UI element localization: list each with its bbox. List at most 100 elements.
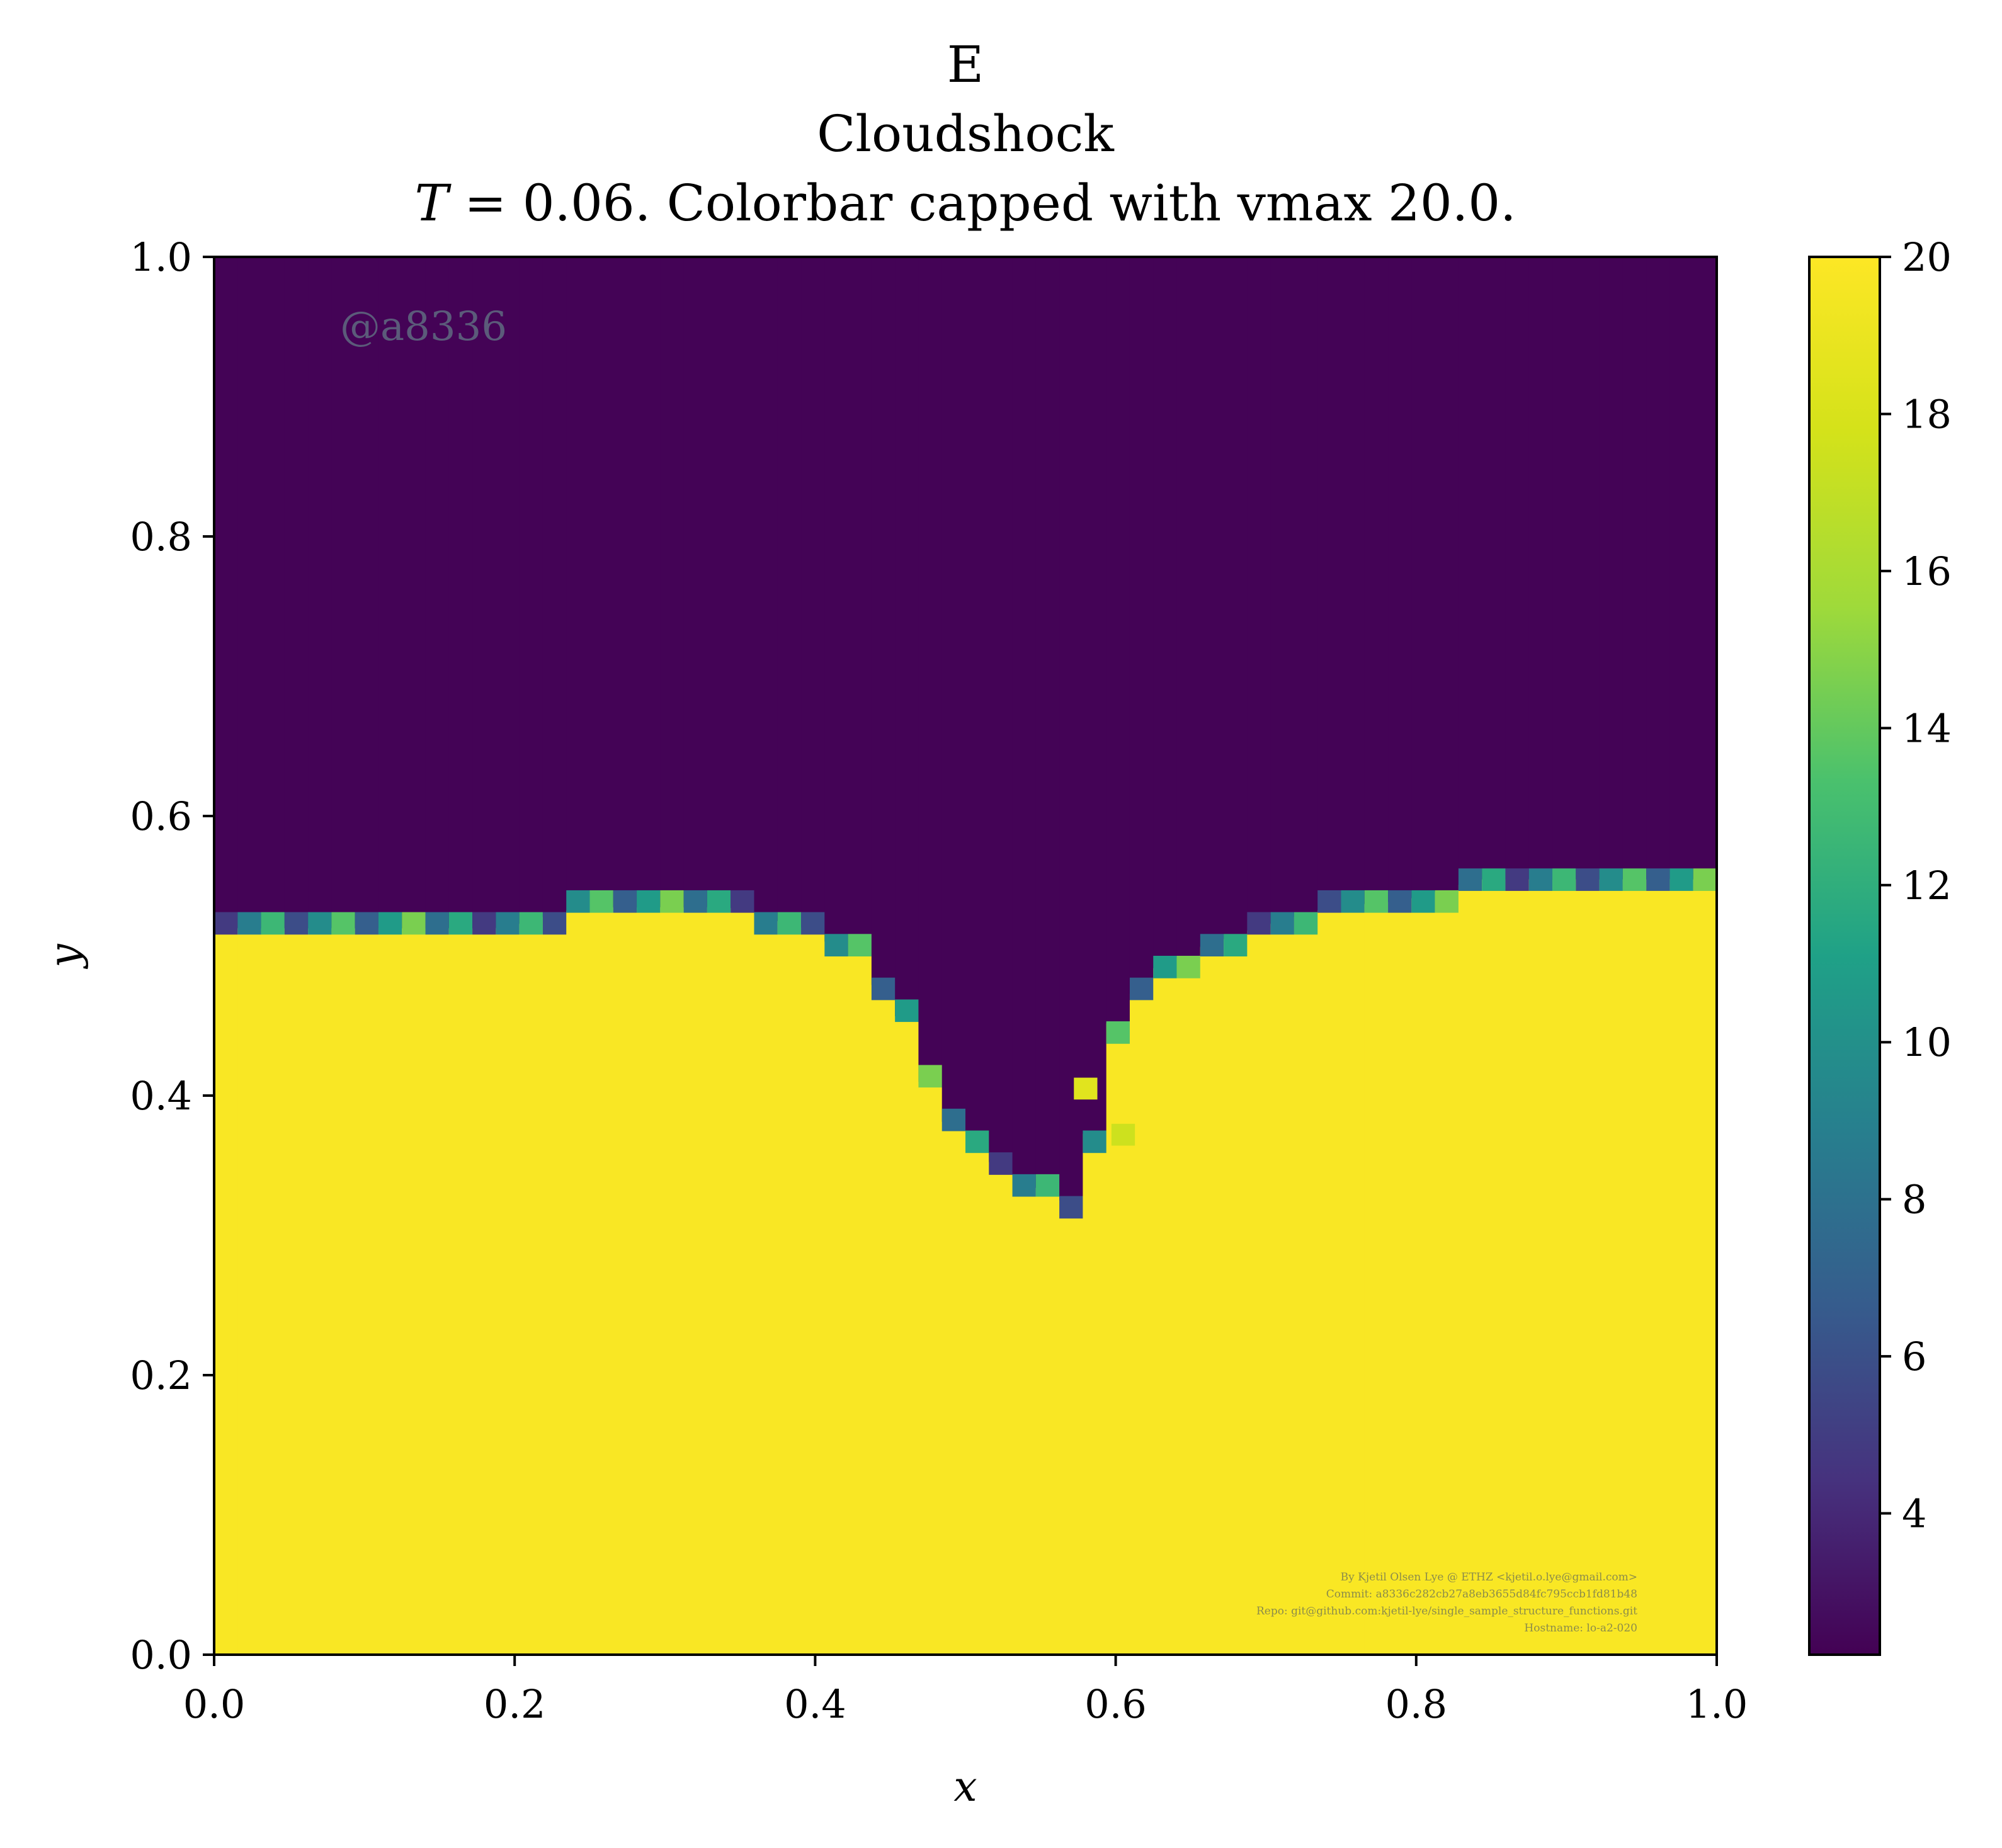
heatmap-transition-cell [1035,1174,1061,1197]
heatmap-transition-cell [683,890,708,913]
heatmap-transition-cell [918,1065,943,1088]
heatmap-cell-low [895,1016,919,1655]
heatmap-cell-low [637,907,661,1655]
heatmap-transition-cell [754,912,778,935]
heatmap-cell-low [1200,946,1225,1655]
heatmap-cell-low [824,941,849,1655]
colorbar-tick-label: 16 [1902,548,1952,594]
heatmap-transition-cell [1224,934,1248,956]
heatmap-transition-cell [472,912,497,935]
heatmap-cell-low [989,1161,1013,1655]
heatmap-cell-high [731,257,755,909]
heatmap-cell-high [1528,257,1554,880]
chart-caption: T = 0.06. Colorbar capped with vmax 20.0… [414,174,1516,232]
heatmap-transition-cell [237,912,262,935]
heatmap-transition-cell [355,912,379,935]
heatmap-transition-cell [613,890,638,913]
heatmap-cell-low [731,907,755,1655]
x-axis-label: x [953,1762,977,1811]
heatmap-cell-high [989,257,1013,1162]
heatmap-cell-high [448,257,474,929]
heatmap-cell-high [660,257,685,908]
colorbar-tick-label: 20 [1902,234,1952,280]
heatmap-transition-cell [848,934,872,956]
y-axis-label: y [40,944,89,970]
heatmap-transition-cell [731,890,755,913]
heatmap-cell-low [284,927,309,1655]
heatmap-transition-cell [519,912,543,935]
heatmap-cell-high [214,257,239,929]
heatmap-cell-high [355,257,379,929]
heatmap-cell-high [1435,257,1459,892]
heatmap-transition-cell [1505,868,1530,891]
heatmap-cell-high [871,257,896,985]
heatmap-cell-high [472,257,497,929]
heatmap-transition-cell [824,934,849,956]
heatmap-cell-low [1106,1023,1130,1655]
heatmap-cell-high [1576,257,1600,880]
heatmap-transition-cell [660,890,685,913]
heatmap-cell-high [1083,257,1107,1135]
credit-line-author: By Kjetil Olsen Lye @ ETHZ <kjetil.o.lye… [1341,1571,1637,1584]
watermark: @a8336 [340,303,507,350]
heatmap-cell-high [496,257,520,929]
x-tick-label: 1.0 [1686,1681,1748,1727]
heatmap-isolated-cell [1074,1077,1098,1100]
heatmap-cell-low [1012,1174,1037,1655]
heatmap-cell-low [1153,968,1178,1655]
colorbar-ticks: 4 6 8 10 12 14 16 18 20 [1880,234,1952,1537]
heatmap-cell-low [1317,910,1342,1655]
heatmap-transition-cell [1341,890,1365,913]
heatmap-transition-cell [214,912,239,935]
heatmap-cell-high [402,257,426,929]
heatmap-cell-high [1341,257,1365,907]
heatmap-cell-low [1224,938,1248,1655]
colorbar-tick-label: 12 [1902,863,1952,909]
heatmap-transition-cell [496,912,520,935]
heatmap-cell-high [1317,257,1342,911]
heatmap-transition-cell [895,999,919,1023]
heatmap-transition-cell [707,890,732,913]
heatmap-transition-cell [1458,868,1483,891]
heatmap-cell-high [1294,257,1319,917]
heatmap-cell-low [1364,904,1389,1655]
heatmap-cell-low [1528,878,1554,1655]
colorbar-tick-label: 4 [1902,1491,1926,1537]
heatmap-transition-cell [871,977,896,1001]
heatmap-cell-high [848,257,872,956]
heatmap-cell-low [660,907,685,1655]
colorbar-tick-label: 10 [1902,1019,1952,1065]
heatmap-transition-cell [1153,956,1178,978]
heatmap-transition-cell [425,912,450,935]
y-tick-label: 0.4 [130,1073,192,1119]
heatmap-cell-high [1458,257,1483,886]
heatmap-cell-high [918,257,943,1082]
caption-rest: = 0.06. Colorbar capped with vmax 20.0. [448,174,1516,232]
heatmap-cell-high [683,257,708,908]
heatmap-cell-high [1599,257,1624,880]
heatmap-transition-cell [566,890,591,913]
heatmap-cell-high [1035,257,1061,1189]
colorbar-tick-label: 6 [1902,1334,1926,1380]
heatmap-cell-high [1224,257,1248,939]
heatmap [214,257,1717,1655]
caption-variable: T [414,174,452,232]
heatmap-cell-low [613,907,638,1655]
heatmap-cell-low [1435,891,1459,1655]
heatmap-transition-cell [1270,912,1295,935]
heatmap-transition-cell [1059,1196,1084,1219]
heatmap-cell-low [801,927,826,1655]
heatmap-cell-high [566,257,591,911]
heatmap-cell-low [848,955,872,1655]
heatmap-cell-low [1669,878,1694,1655]
heatmap-cell-high [1388,257,1413,902]
y-axis: 0.0 0.2 0.4 0.6 0.8 1.0 [130,234,214,1678]
heatmap-cell-high [707,257,732,908]
heatmap-cell-low [1622,878,1647,1655]
heatmap-cell-low [1552,878,1577,1655]
heatmap-cell-low [1482,878,1506,1655]
heatmap-transition-cell [1129,977,1154,1001]
heatmap-cell-low [542,916,567,1655]
heatmap-cell-high [1693,257,1717,880]
